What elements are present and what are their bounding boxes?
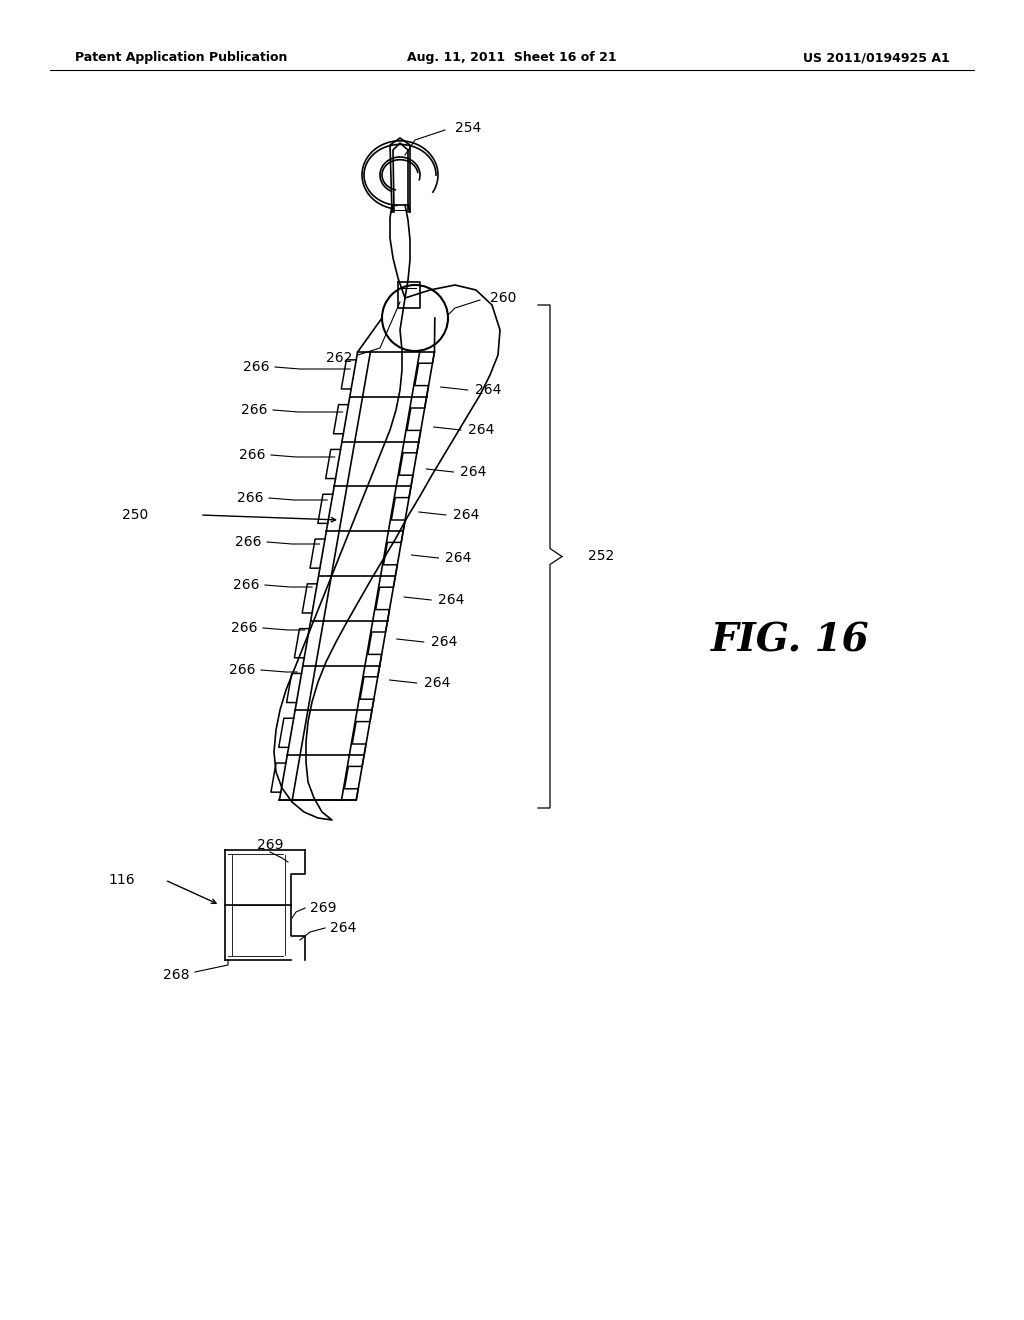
Text: 266: 266: [244, 360, 270, 374]
Text: 266: 266: [233, 578, 260, 591]
Text: 264: 264: [424, 676, 450, 690]
Text: 266: 266: [236, 535, 262, 549]
Text: US 2011/0194925 A1: US 2011/0194925 A1: [803, 51, 950, 65]
Text: 264: 264: [461, 465, 486, 479]
Text: 266: 266: [242, 403, 268, 417]
Text: FIG. 16: FIG. 16: [711, 620, 869, 659]
Text: 252: 252: [588, 549, 614, 564]
Text: 250: 250: [122, 508, 148, 521]
Text: 260: 260: [490, 290, 516, 305]
Text: 264: 264: [475, 383, 501, 397]
Text: 266: 266: [229, 663, 256, 677]
Text: Aug. 11, 2011  Sheet 16 of 21: Aug. 11, 2011 Sheet 16 of 21: [408, 51, 616, 65]
Text: 116: 116: [109, 873, 135, 887]
Text: 266: 266: [238, 491, 264, 506]
Text: 264: 264: [431, 635, 457, 649]
Text: 254: 254: [455, 121, 481, 135]
Text: 266: 266: [231, 620, 258, 635]
Text: 264: 264: [468, 422, 495, 437]
Text: 262: 262: [326, 351, 352, 366]
Text: 264: 264: [438, 593, 465, 607]
Text: 269: 269: [310, 902, 337, 915]
Text: 264: 264: [453, 508, 479, 521]
Text: 266: 266: [240, 447, 266, 462]
Text: 264: 264: [445, 550, 472, 565]
Text: 269: 269: [257, 838, 284, 851]
Text: 268: 268: [164, 968, 190, 982]
Text: 264: 264: [330, 921, 356, 935]
Text: Patent Application Publication: Patent Application Publication: [75, 51, 288, 65]
